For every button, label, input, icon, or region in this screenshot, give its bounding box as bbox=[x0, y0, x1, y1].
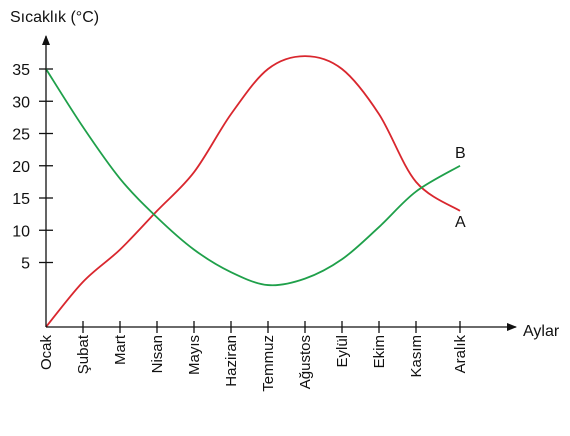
x-tick-label: Ağustos bbox=[297, 335, 314, 389]
x-tick-label: Ekim bbox=[371, 335, 388, 368]
x-tick-label: Eylül bbox=[334, 335, 351, 368]
y-tick-label: 35 bbox=[12, 62, 30, 79]
y-tick-label: 10 bbox=[12, 223, 30, 240]
x-tick-label: Şubat bbox=[75, 334, 92, 374]
x-tick-label: Aralık bbox=[452, 335, 469, 374]
series-lines bbox=[45, 55, 461, 328]
x-tick-label: Mart bbox=[112, 334, 129, 365]
series-label-a: A bbox=[455, 214, 466, 231]
series-line-a bbox=[45, 55, 461, 328]
y-tick-label: 20 bbox=[12, 159, 30, 176]
series-line-b bbox=[45, 68, 461, 287]
y-tick-label: 15 bbox=[12, 191, 30, 208]
y-axis-title: Sıcaklık (°C) bbox=[10, 9, 99, 26]
series-label-b: B bbox=[455, 145, 466, 162]
y-tick-label: 5 bbox=[21, 256, 30, 273]
y-axis-ticks: 5 10 15 20 25 30 35 bbox=[12, 62, 53, 273]
x-tick-label: Kasım bbox=[408, 335, 425, 378]
x-axis-title: Aylar bbox=[523, 323, 560, 340]
y-tick-label: 25 bbox=[12, 127, 30, 144]
x-tick-label: Mayıs bbox=[186, 335, 203, 375]
x-axis-ticks: Ocak Şubat Mart Nisan Mayıs Haziran Temmuz Ağus… bbox=[38, 321, 469, 392]
x-tick-label: Haziran bbox=[223, 335, 240, 387]
x-tick-label: Ocak bbox=[38, 335, 55, 371]
x-tick-label: Temmuz bbox=[260, 335, 277, 392]
series-labels: AB bbox=[455, 145, 466, 231]
x-tick-label: Nisan bbox=[149, 335, 166, 373]
y-tick-label: 30 bbox=[12, 94, 30, 111]
